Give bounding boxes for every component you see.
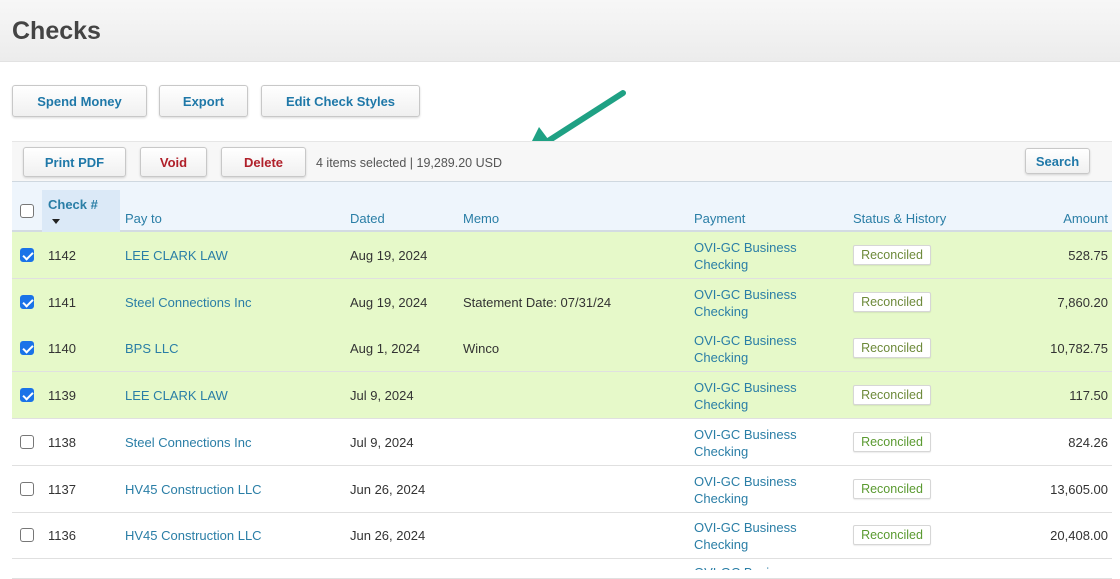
- memo: Statement Date: 07/31/24: [463, 294, 612, 310]
- header-memo[interactable]: Memo: [463, 211, 500, 226]
- payment-line2: Checking: [694, 350, 749, 366]
- payment-link[interactable]: OVI-GC Business: [694, 564, 804, 570]
- dated: Jun 26, 2024: [350, 528, 426, 544]
- payment-line1: OVI-GC Business: [694, 520, 797, 536]
- amount: 10,782.75: [1050, 341, 1108, 357]
- select-all-checkbox[interactable]: [20, 204, 34, 218]
- table-row[interactable]: 1137 HV45 Construction LLC Jun 26, 2024 …: [12, 466, 1112, 513]
- table-row[interactable]: 1138 Steel Connections Inc Jul 9, 2024 O…: [12, 419, 1112, 466]
- dated: Aug 19, 2024: [350, 294, 428, 310]
- payment-link[interactable]: OVI-GC Business Checking: [694, 286, 804, 320]
- delete-button[interactable]: Delete: [221, 147, 306, 177]
- header-status[interactable]: Status & History: [853, 211, 947, 226]
- dated: Jun 26, 2024: [350, 481, 426, 497]
- dated: Aug 1, 2024: [350, 341, 421, 357]
- header-pay-to[interactable]: Pay to: [125, 211, 162, 226]
- row-checkbox[interactable]: [20, 341, 34, 356]
- row-checkbox[interactable]: [20, 434, 34, 449]
- payment-line2: Checking: [694, 490, 749, 506]
- check-number: 1136: [48, 528, 76, 544]
- page-header: [0, 0, 1120, 62]
- status-badge[interactable]: Reconciled: [853, 385, 931, 406]
- check-number: 1140: [48, 341, 76, 357]
- edit-check-styles-button[interactable]: Edit Check Styles: [261, 85, 420, 117]
- void-button[interactable]: Void: [140, 147, 207, 177]
- status-badge[interactable]: Reconciled: [853, 478, 931, 499]
- table-row[interactable]: 1142 LEE CLARK LAW Aug 19, 2024 OVI-GC B…: [12, 232, 1112, 279]
- pay-to-link[interactable]: Steel Connections Inc: [125, 434, 252, 450]
- row-checkbox[interactable]: [20, 294, 34, 309]
- payment-line2: Checking: [694, 303, 749, 319]
- table-row[interactable]: 1136 HV45 Construction LLC Jun 26, 2024 …: [12, 512, 1112, 560]
- amount: 824.26: [1068, 434, 1108, 450]
- status-badge[interactable]: Reconciled: [853, 245, 931, 265]
- print-pdf-button[interactable]: Print PDF: [23, 147, 126, 177]
- amount: 7,860.20: [1057, 294, 1108, 310]
- payment-line1: OVI-GC Business: [694, 333, 797, 349]
- check-number: 1142: [48, 248, 76, 263]
- status-badge[interactable]: Reconciled: [853, 338, 931, 359]
- payment-link[interactable]: OVI-GC Business Checking: [694, 426, 804, 460]
- check-number: 1138: [48, 434, 76, 450]
- payment-line1: OVI-GC Business: [694, 240, 797, 255]
- payment-line2: Checking: [694, 443, 749, 459]
- payment-link[interactable]: OVI-GC Business Checking: [694, 379, 804, 413]
- check-number: 1141: [48, 294, 76, 310]
- memo: Winco: [463, 341, 500, 357]
- payment-link[interactable]: OVI-GC Business Checking: [694, 332, 804, 366]
- payment-line1: OVI-GC Business: [694, 473, 797, 489]
- amount: 20,408.00: [1050, 528, 1108, 544]
- table-header: Check # Pay to Dated Memo Payment Status…: [12, 182, 1112, 232]
- spend-money-button[interactable]: Spend Money: [12, 85, 147, 117]
- payment-line1: OVI-GC Business: [694, 380, 797, 396]
- amount: 117.50: [1069, 388, 1108, 404]
- payment-link[interactable]: OVI-GC Business Checking: [694, 239, 804, 273]
- dated: Jul 9, 2024: [350, 434, 414, 450]
- status-badge[interactable]: Reconciled: [853, 525, 931, 546]
- row-checkbox[interactable]: [20, 388, 34, 403]
- dated: Aug 19, 2024: [350, 248, 428, 263]
- payment-line2: Checking: [694, 397, 749, 413]
- pay-to-link[interactable]: Steel Connections Inc: [125, 294, 252, 310]
- status-badge[interactable]: Reconciled: [853, 291, 931, 312]
- row-checkbox[interactable]: [20, 248, 34, 262]
- row-checkbox[interactable]: [20, 528, 34, 543]
- pay-to-link[interactable]: BPS LLC: [125, 341, 179, 357]
- payment-line1: OVI-GC Business: [694, 286, 797, 302]
- status-badge[interactable]: Reconciled: [853, 431, 931, 452]
- table-row[interactable]: 1141 Steel Connections Inc Aug 19, 2024 …: [12, 278, 1112, 326]
- dated: Jul 9, 2024: [350, 388, 414, 404]
- export-button[interactable]: Export: [159, 85, 248, 117]
- header-dated[interactable]: Dated: [350, 211, 385, 226]
- check-number: 1137: [48, 481, 76, 497]
- amount: 13,605.00: [1050, 481, 1108, 497]
- pay-to-link[interactable]: LEE CLARK LAW: [125, 248, 228, 263]
- pay-to-link[interactable]: HV45 Construction LLC: [125, 528, 262, 544]
- check-number: 1139: [48, 388, 76, 404]
- table-row[interactable]: 1140 BPS LLC Aug 1, 2024 Winco OVI-GC Bu…: [12, 325, 1112, 373]
- table-row[interactable]: 1139 LEE CLARK LAW Jul 9, 2024 OVI-GC Bu…: [12, 372, 1112, 420]
- row-checkbox[interactable]: [20, 481, 34, 496]
- payment-link[interactable]: OVI-GC Business Checking: [694, 473, 804, 507]
- amount: 528.75: [1068, 248, 1108, 263]
- header-payment[interactable]: Payment: [694, 211, 746, 226]
- table-row-partial: OVI-GC Business: [12, 559, 1112, 579]
- payment-line2: Checking: [694, 537, 749, 553]
- sort-desc-icon: [52, 219, 60, 228]
- page-title: Checks: [12, 17, 101, 45]
- payment-link[interactable]: OVI-GC Business Checking: [694, 519, 804, 553]
- header-check-number[interactable]: Check #: [48, 197, 98, 212]
- pay-to-link[interactable]: LEE CLARK LAW: [125, 388, 228, 404]
- payment-line1: OVI-GC Business: [694, 426, 797, 442]
- payment-line2: Checking: [694, 257, 749, 272]
- header-amount[interactable]: Amount: [1063, 211, 1108, 226]
- search-button[interactable]: Search: [1025, 148, 1090, 174]
- check-number-sort-column[interactable]: [42, 190, 120, 232]
- selection-summary: 4 items selected | 19,289.20 USD: [316, 156, 502, 170]
- pay-to-link[interactable]: HV45 Construction LLC: [125, 481, 262, 497]
